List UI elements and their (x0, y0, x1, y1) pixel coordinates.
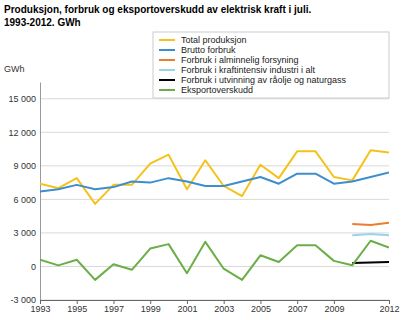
series-line (40, 173, 389, 192)
series-line (352, 234, 389, 235)
subtitle: 1993-2012. GWh (4, 17, 81, 28)
grid-line (40, 232, 389, 233)
y-tick: 3 000 (13, 228, 40, 238)
y-tick: 0 (31, 262, 40, 272)
grid-line (40, 132, 389, 133)
legend-swatch (159, 69, 175, 71)
legend: Total produksjonBrutto forbrukForbruk i … (153, 32, 389, 98)
series-line (40, 241, 389, 280)
series-line (40, 150, 389, 204)
legend-label: Forbruk i kraftintensiv industri i alt (181, 65, 316, 75)
x-tick-label: 2009 (324, 304, 344, 314)
x-tick: 1995 (67, 300, 87, 314)
x-tick-label: 2012 (379, 304, 399, 314)
y-tick-label: 15 000 (8, 94, 36, 104)
legend-label: Eksportoverskudd (181, 85, 253, 95)
x-tick-label: 2001 (177, 304, 197, 314)
x-tick-label: 1999 (141, 304, 161, 314)
legend-box (153, 32, 389, 98)
x-tick-label: 1993 (30, 304, 50, 314)
x-axis: 1993 1995 1997 1999 2001 2003 2005 2007 2009 2012 (30, 300, 399, 314)
x-tick-label: 2003 (214, 304, 234, 314)
x-tick: 1999 (141, 300, 161, 314)
legend-swatch (159, 49, 175, 51)
x-tick: 2005 (251, 300, 271, 314)
legend-swatch (159, 79, 175, 81)
y-tick-label: 12 000 (8, 128, 36, 138)
legend-swatch (159, 39, 175, 41)
series-line (352, 262, 389, 263)
y-tick: 12 000 (8, 128, 40, 138)
y-tick-label: 3 000 (13, 228, 36, 238)
y-tick-label: 6 000 (13, 195, 36, 205)
y-tick-label: 9 000 (13, 161, 36, 171)
chart: Produksjon, forbruk og eksportoverskudd … (0, 0, 401, 320)
legend-swatch (159, 89, 175, 91)
legend-swatch (159, 59, 175, 61)
x-tick-label: 2007 (288, 304, 308, 314)
grid-line (40, 165, 389, 166)
x-tick: 2009 (324, 300, 344, 314)
y-axis-title: GWh (4, 64, 25, 74)
x-tick-label: 1995 (67, 304, 87, 314)
grid-line (40, 266, 389, 267)
legend-label: Total produksjon (181, 35, 247, 45)
series-line (352, 223, 389, 225)
x-tick-label: 1997 (104, 304, 124, 314)
y-tick: 15 000 (8, 94, 40, 104)
x-tick: 2003 (214, 300, 234, 314)
y-tick-label: 0 (31, 262, 36, 272)
x-tick: 1997 (104, 300, 124, 314)
x-tick-label: 2005 (251, 304, 271, 314)
x-tick: 1993 (30, 300, 50, 314)
x-tick: 2001 (177, 300, 197, 314)
legend-label: Brutto forbruk (181, 45, 236, 55)
lines (40, 150, 389, 280)
y-axis: -3 00003 0006 0009 00012 00015 000 (8, 83, 40, 306)
plot: -3 00003 0006 0009 00012 00015 000199319… (8, 83, 399, 315)
y-tick: 6 000 (13, 195, 40, 205)
x-tick: 2007 (288, 300, 308, 314)
legend-label: Forbruk i alminnelig forsyning (181, 55, 299, 65)
legend-label: Forbruk i utvinning av råolje og naturga… (181, 75, 347, 85)
y-tick: 9 000 (13, 161, 40, 171)
title: Produksjon, forbruk og eksportoverskudd … (4, 4, 312, 15)
x-tick: 2012 (379, 300, 399, 314)
